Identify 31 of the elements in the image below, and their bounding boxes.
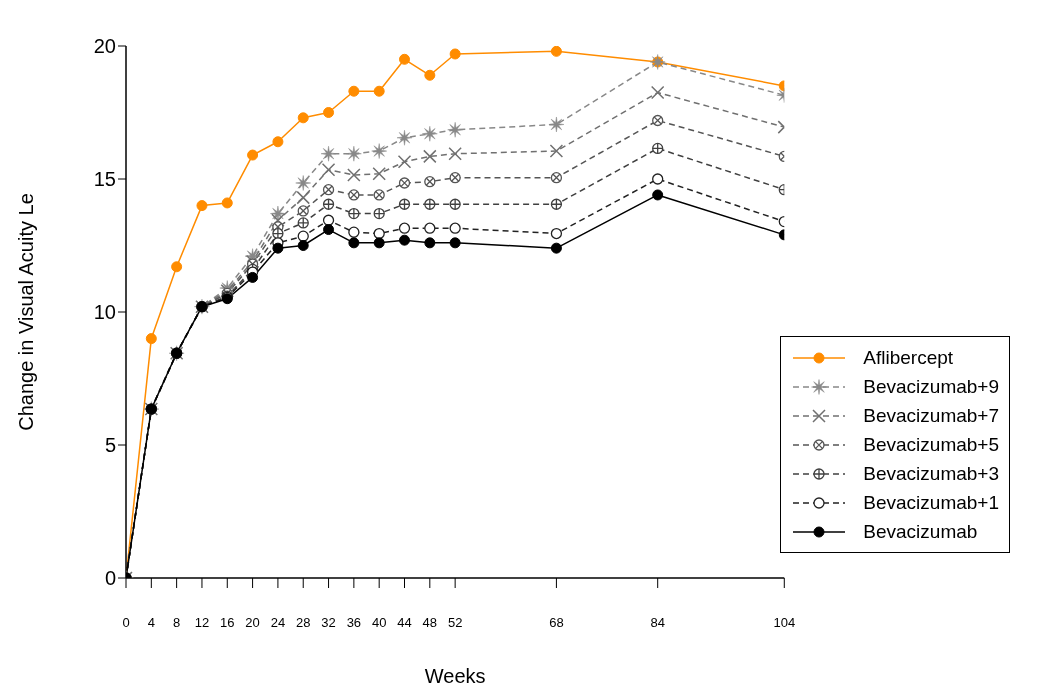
y-tick-label: 10	[93, 301, 116, 324]
x-tick-label: 68	[549, 615, 564, 631]
legend-label: Bevacizumab+9	[863, 375, 999, 398]
x-axis-title: Weeks	[424, 665, 486, 687]
legend-label: Bevacizumab+5	[863, 433, 999, 456]
x-tick-label: 4	[147, 615, 155, 631]
x-tick-label: 84	[650, 615, 665, 631]
x-tick-label: 40	[371, 615, 387, 631]
y-tick-label: 0	[104, 567, 116, 590]
y-axis-title: Change in Visual Acuity Le	[15, 193, 38, 431]
legend-label: Bevacizumab	[863, 520, 978, 543]
x-tick-label: 104	[773, 615, 796, 631]
legend-label: Bevacizumab+3	[863, 462, 999, 485]
x-tick-label: 16	[220, 615, 235, 631]
x-tick-label: 32	[321, 615, 336, 631]
x-tick-label: 44	[397, 615, 412, 631]
legend-label: Bevacizumab+1	[863, 491, 999, 514]
legend-label: Aflibercept	[863, 346, 954, 369]
x-tick-label: 36	[346, 615, 362, 631]
y-tick-label: 20	[93, 35, 116, 58]
x-tick-label: 28	[296, 615, 311, 631]
x-tick-label: 12	[194, 615, 210, 631]
x-tick-label: 20	[245, 615, 260, 631]
y-tick-label: 15	[93, 168, 116, 191]
x-tick-label: 52	[447, 615, 463, 631]
x-tick-label: 24	[270, 615, 286, 631]
x-tick-label: 0	[122, 615, 130, 631]
legend-label: Bevacizumab+7	[863, 404, 999, 427]
x-tick-label: 8	[173, 615, 181, 631]
y-tick-label: 5	[104, 434, 116, 457]
x-tick-label: 48	[422, 615, 438, 631]
